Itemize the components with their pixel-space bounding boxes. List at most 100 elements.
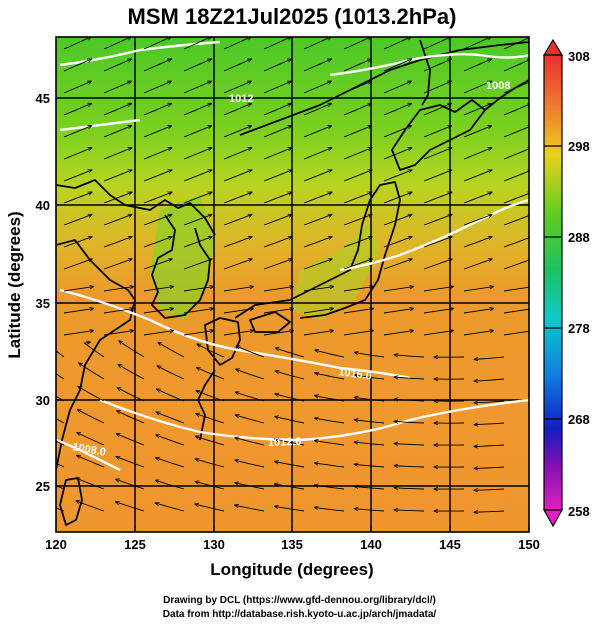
- colorbar-label: 298: [568, 139, 590, 154]
- y-tick-label: 25: [36, 479, 50, 494]
- streamline-arrow: [116, 434, 145, 446]
- streamline-arrow: [503, 170, 529, 182]
- streamline-arrow: [103, 331, 134, 336]
- streamline-arrow: [263, 192, 292, 204]
- streamline-arrow: [383, 259, 412, 270]
- streamline-arrow: [56, 462, 65, 468]
- streamline-arrow: [157, 389, 185, 402]
- streamline-arrow: [383, 37, 411, 50]
- credit-drawing: Drawing by DCL (https://www.gfd-dennou.o…: [163, 595, 436, 606]
- streamline-arrow: [463, 103, 492, 116]
- streamline-arrow: [119, 341, 145, 358]
- streamline-arrow: [423, 37, 451, 50]
- streamline-arrow: [423, 331, 454, 336]
- streamline-arrow: [195, 504, 225, 512]
- streamline-arrow: [183, 37, 211, 50]
- streamline-arrow: [263, 237, 292, 248]
- y-tick-label: 30: [36, 393, 50, 408]
- streamline-arrow: [197, 344, 225, 358]
- streamline-arrow: [56, 485, 65, 490]
- streamline-arrow: [63, 59, 92, 72]
- streamline-arrow: [394, 355, 425, 358]
- streamline-arrow: [303, 170, 332, 182]
- y-axis-ticks: [56, 97, 62, 487]
- streamline-arrow: [116, 457, 145, 468]
- streamline-arrow: [383, 59, 412, 72]
- streamline-arrow: [263, 214, 292, 226]
- streamline-arrow: [383, 103, 412, 116]
- streamline-arrow: [315, 373, 345, 380]
- streamline-arrow: [474, 356, 505, 359]
- streamline-arrow: [314, 441, 345, 446]
- streamline-arrow: [195, 482, 225, 490]
- streamline-arrow: [463, 192, 492, 204]
- x-tick-label: 130: [203, 537, 225, 552]
- streamline-arrow: [143, 192, 172, 204]
- streamline-arrow: [343, 309, 374, 314]
- isobar-label-1016: 1016.0: [338, 366, 373, 383]
- streamline-arrow: [275, 394, 305, 402]
- streamline-arrow: [118, 364, 145, 380]
- streamline-arrow: [343, 103, 372, 116]
- streamline-arrow: [474, 467, 505, 468]
- x-tick-label: 150: [518, 537, 540, 552]
- streamline-arrow: [474, 423, 505, 425]
- streamline-arrow: [275, 462, 305, 468]
- streamline-arrow: [223, 309, 254, 314]
- streamline-arrow: [103, 309, 134, 314]
- streamline-arrow: [235, 392, 265, 402]
- streamline-arrow: [303, 192, 332, 204]
- streamline-arrow: [463, 331, 494, 336]
- streamline-arrow: [423, 81, 452, 94]
- streamline-arrow: [56, 350, 65, 358]
- streamline-arrow: [143, 309, 174, 314]
- streamline-arrow: [463, 309, 494, 314]
- streamline-arrow: [275, 439, 305, 446]
- streamline-arrow: [343, 237, 372, 248]
- streamline-arrow: [195, 436, 225, 446]
- streamline-arrow: [394, 444, 425, 446]
- streamline-arrow: [303, 237, 332, 248]
- streamline-arrow: [143, 237, 172, 248]
- streamline-arrow: [263, 309, 294, 314]
- streamline-arrow: [423, 309, 454, 314]
- streamline-arrow: [103, 287, 134, 292]
- streamline-arrow: [263, 37, 291, 50]
- streamline-arrow: [143, 259, 172, 270]
- streamline-arrow: [394, 510, 425, 511]
- streamline-arrow: [77, 433, 105, 446]
- streamline-arrow: [383, 214, 412, 226]
- streamline-arrow: [474, 401, 505, 403]
- streamline-arrow: [423, 59, 452, 72]
- streamline-arrow: [183, 237, 212, 248]
- streamline-arrow: [196, 414, 225, 424]
- streamline-arrow: [423, 259, 452, 270]
- streamline-arrow: [79, 363, 105, 380]
- streamline-arrow: [383, 287, 414, 292]
- streamline-arrow: [183, 309, 214, 314]
- streamline-arrow: [343, 37, 371, 50]
- streamline-arrow: [274, 506, 305, 512]
- streamline-arrow: [503, 103, 529, 116]
- streamline-arrow: [303, 37, 331, 50]
- streamline-arrow: [117, 411, 145, 424]
- streamline-arrow: [83, 342, 105, 358]
- streamline-arrow: [503, 237, 529, 248]
- streamline-arrow: [354, 464, 385, 468]
- streamline-arrow: [303, 59, 332, 72]
- colorbar: 308 298 288 278 268 258: [542, 38, 590, 528]
- streamline-arrow: [354, 486, 385, 490]
- streamline-arrow: [196, 391, 225, 402]
- streamline-arrow: [343, 331, 374, 336]
- streamline-arrow: [343, 259, 372, 270]
- streamline-arrow: [235, 415, 265, 424]
- streamline-arrow: [76, 478, 105, 490]
- streamline-arrow: [383, 237, 412, 248]
- streamline-arrow: [315, 396, 345, 402]
- streamline-arrow: [263, 331, 294, 336]
- streamline-arrow: [354, 352, 385, 358]
- coast-sakhalin: [419, 39, 431, 106]
- streamline-arrow: [394, 488, 425, 489]
- isobar-label-1012: 1012.0: [268, 436, 302, 449]
- streamline-arrow: [463, 214, 492, 226]
